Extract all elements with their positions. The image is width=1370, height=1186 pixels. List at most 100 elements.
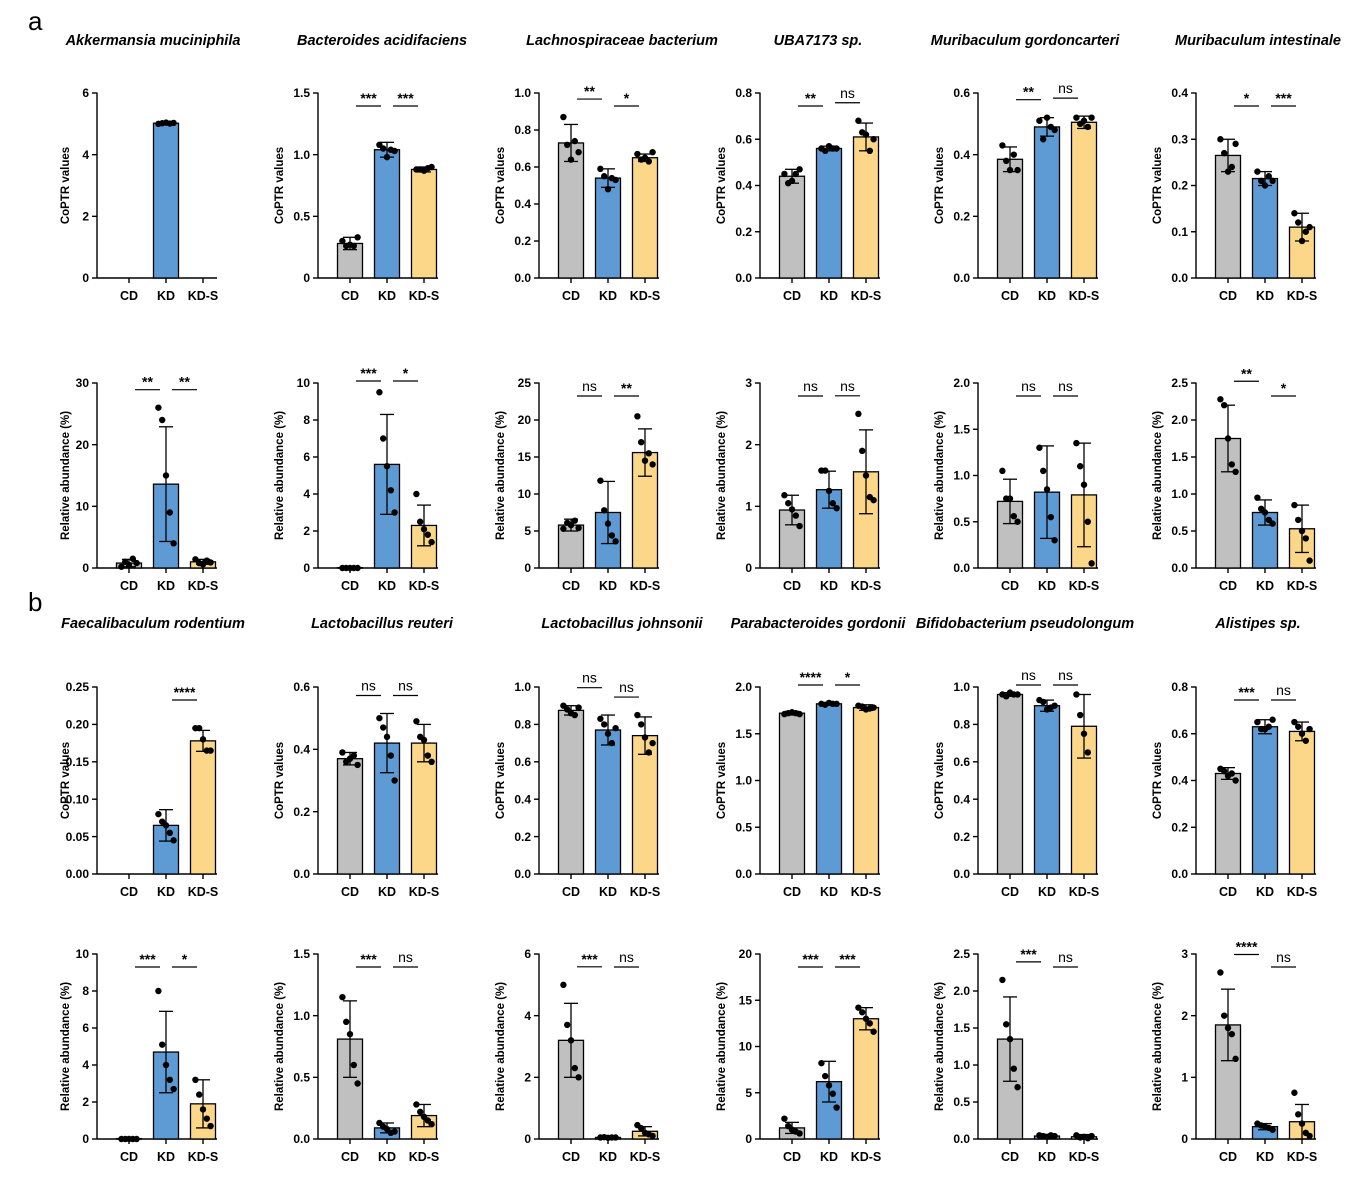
data-point: [833, 145, 840, 152]
data-point: [391, 1128, 398, 1135]
y-tick-label: 0.4: [514, 792, 531, 806]
data-point: [638, 439, 645, 446]
y-tick-label: 6: [524, 947, 531, 961]
y-tick-label: 20: [518, 413, 532, 427]
y-tick-label: 0.0: [953, 271, 970, 285]
data-point: [380, 435, 387, 442]
significance-label: ns: [1058, 949, 1073, 965]
bar-KD-S: [1288, 730, 1316, 875]
data-point: [391, 777, 398, 784]
data-point: [634, 150, 641, 158]
y-tick-label: 1.0: [514, 86, 531, 100]
data-point: [1006, 166, 1014, 174]
chart-title: Bifidobacterium pseudolongum: [916, 616, 1134, 632]
significance-label: **: [584, 83, 595, 99]
y-tick-label: 8: [82, 984, 89, 998]
y-tick-label: 3: [1181, 947, 1188, 961]
y-tick-label: 1.0: [514, 680, 531, 694]
data-point: [870, 1028, 877, 1035]
significance-label: ***: [139, 951, 156, 967]
data-point: [428, 1121, 435, 1128]
data-point: [870, 496, 877, 504]
y-tick-label: 0: [524, 561, 531, 575]
y-axis-label: CoPTR values: [495, 147, 507, 224]
y-tick-label: 2: [1181, 1009, 1188, 1023]
y-tick-label: 0: [745, 561, 752, 575]
y-axis-label: Relative abundance (%): [495, 411, 507, 540]
data-point: [1295, 1111, 1302, 1118]
chart-title: Lactobacillus johnsonii: [541, 616, 703, 632]
data-point: [346, 1030, 354, 1038]
data-point: [822, 467, 829, 474]
data-point: [1269, 520, 1276, 527]
data-point: [1221, 402, 1228, 409]
data-point: [1040, 698, 1047, 706]
significance-label: *: [1281, 380, 1287, 396]
data-point: [428, 758, 435, 765]
x-category-label: KD: [820, 289, 838, 303]
data-point: [118, 563, 125, 570]
y-axis-label: CoPTR values: [1152, 742, 1164, 819]
y-axis-label: CoPTR values: [934, 147, 946, 224]
y-axis-label: Relative abundance (%): [934, 982, 946, 1111]
y-tick-label: 0.0: [514, 867, 531, 881]
data-point: [999, 976, 1006, 984]
data-point: [1295, 723, 1302, 730]
data-point: [866, 1020, 873, 1027]
chart-title: Akkermansia muciniphila: [65, 33, 241, 49]
data-point: [571, 137, 578, 145]
significance-label: *: [1244, 90, 1250, 106]
data-point: [350, 242, 357, 250]
y-axis-label: Relative abundance (%): [934, 411, 946, 540]
y-tick-label: 0.6: [514, 160, 531, 174]
data-point: [1291, 210, 1298, 217]
data-point: [862, 1015, 870, 1022]
y-tick-label: 1.5: [953, 1021, 970, 1035]
bar-KD: [1251, 177, 1279, 279]
y-tick-label: 10: [739, 1040, 753, 1054]
data-point: [833, 700, 840, 708]
y-tick-label: 0.6: [514, 755, 531, 769]
data-point: [862, 472, 870, 479]
x-category-label: KD-S: [630, 579, 661, 593]
y-axis-label: CoPTR values: [274, 742, 286, 819]
data-point: [159, 1041, 166, 1048]
y-tick-label: 5: [524, 524, 531, 538]
chart-15: Lactobacillus johnsonii 0.0 0.2 0.4 0.6 0.8 1.…: [495, 616, 704, 899]
x-category-label: KD-S: [1287, 885, 1318, 899]
significance-label: ***: [1238, 684, 1255, 700]
chart-1: Akkermansia muciniphila 0 2 4 6 CoPTR values C…: [60, 33, 240, 303]
data-point: [1221, 1012, 1228, 1019]
data-point: [855, 117, 862, 124]
data-point: [649, 739, 656, 747]
y-tick-label: 0.00: [66, 867, 90, 881]
data-point: [1258, 177, 1265, 185]
significance-label: ***: [1275, 90, 1292, 106]
data-point: [1043, 114, 1051, 121]
x-category-label: KD-S: [851, 885, 882, 899]
y-tick-label: 1.5: [735, 727, 752, 741]
bar-KD: [815, 147, 843, 279]
data-point: [1254, 494, 1261, 501]
y-tick-label: 2: [82, 210, 89, 224]
chart-11: 0.0 0.5 1.0 1.5 2.0 Relative abundance (%) CD K…: [934, 376, 1099, 593]
x-category-label: KD: [378, 1150, 396, 1164]
data-point: [350, 1061, 357, 1069]
y-tick-label: 4: [82, 1058, 89, 1072]
data-point: [829, 1090, 836, 1097]
y-tick-label: 0.4: [953, 148, 970, 162]
x-category-label: CD: [783, 579, 801, 593]
data-point: [413, 490, 420, 498]
x-category-label: KD-S: [1069, 289, 1100, 303]
data-point: [597, 715, 604, 722]
y-tick-label: 0.5: [953, 1095, 970, 1109]
y-tick-label: 1.5: [293, 86, 310, 100]
data-point: [796, 1130, 803, 1137]
data-point: [1014, 166, 1021, 174]
y-tick-label: 0.6: [1171, 727, 1188, 741]
y-tick-label: 2: [303, 524, 310, 538]
data-point: [1080, 481, 1088, 488]
x-category-label: KD-S: [851, 1150, 882, 1164]
x-category-label: CD: [1219, 289, 1237, 303]
